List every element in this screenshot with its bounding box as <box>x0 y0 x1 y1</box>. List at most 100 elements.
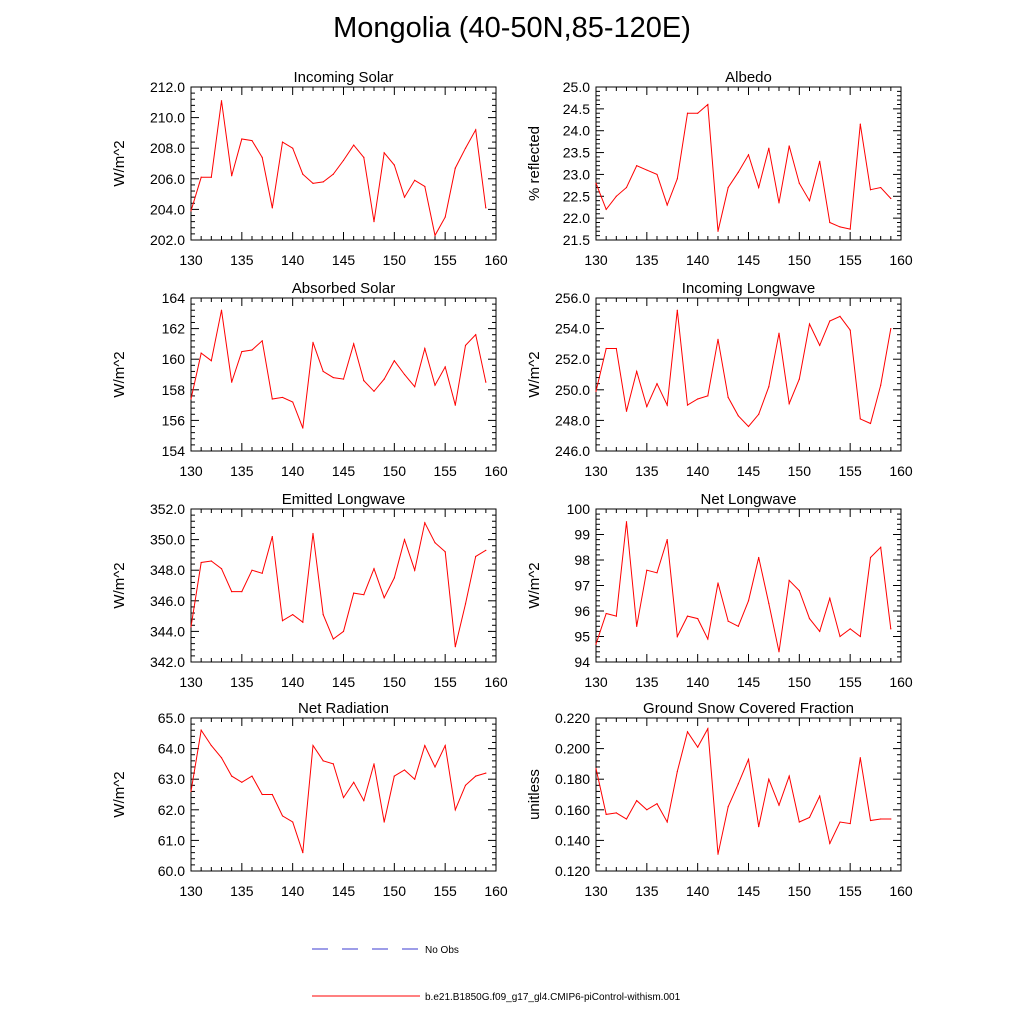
y-tick-label: 0.220 <box>555 710 590 726</box>
x-tick-label: 135 <box>230 883 254 899</box>
data-point <box>241 350 243 353</box>
data-point <box>475 334 477 336</box>
data-point <box>768 602 770 604</box>
data-point <box>707 728 709 730</box>
data-point <box>292 401 294 403</box>
y-tick-label: 63.0 <box>158 771 185 787</box>
data-point <box>697 618 699 620</box>
data-point <box>849 822 851 825</box>
y-tick-label: 0.180 <box>555 771 590 787</box>
x-tick-label: 135 <box>230 463 254 479</box>
data-point <box>798 182 800 184</box>
data-point <box>190 626 192 628</box>
data-point <box>342 378 345 380</box>
data-point <box>869 819 872 822</box>
data-point <box>615 347 617 350</box>
data-point <box>281 815 284 817</box>
figure-title: Mongolia (40-50N,85-120E) <box>333 12 691 44</box>
data-point <box>414 386 416 388</box>
data-point <box>880 186 882 189</box>
data-point <box>778 202 780 204</box>
data-point <box>363 800 365 802</box>
x-tick-label: 150 <box>383 463 407 479</box>
data-point <box>271 207 273 209</box>
y-tick-label: 344.0 <box>150 623 185 639</box>
x-tick-label: 150 <box>383 674 407 690</box>
x-tick-label: 130 <box>584 463 608 479</box>
data-point <box>383 597 385 599</box>
data-point <box>758 413 760 415</box>
x-tick-label: 145 <box>737 883 761 899</box>
y-tick-label: 0.200 <box>555 741 590 757</box>
data-point <box>615 812 617 814</box>
x-tick-label: 155 <box>433 463 457 479</box>
data-point <box>363 380 365 382</box>
y-tick-label: 352.0 <box>150 501 185 517</box>
data-point <box>393 577 395 579</box>
data-point <box>251 775 253 777</box>
x-tick-label: 160 <box>484 252 508 268</box>
data-point <box>615 615 617 617</box>
panel-3: Absorbed Solar 130 135 140 145 150 155 160 154 15… <box>111 280 508 479</box>
y-tick-label: 208.0 <box>150 140 185 156</box>
y-axis-label: W/m^2 <box>111 140 128 186</box>
legend-label-2: b.e21.B1850G.f09_g17_gl4.CMIP6-piControl… <box>425 992 681 1003</box>
data-point <box>788 775 790 777</box>
x-tick-label: 145 <box>737 252 761 268</box>
data-point <box>727 396 729 399</box>
data-point <box>363 594 365 596</box>
data-point <box>758 556 760 559</box>
y-tick-label: 156 <box>162 412 186 428</box>
data-point <box>444 366 446 368</box>
data-point <box>403 539 406 541</box>
series-line <box>595 521 892 652</box>
data-point <box>768 147 770 149</box>
data-point <box>808 618 811 620</box>
y-axis-label: W/m^2 <box>526 351 543 397</box>
data-point <box>434 384 436 386</box>
panel-title: Ground Snow Covered Fraction <box>643 700 854 717</box>
data-point <box>808 323 811 325</box>
y-tick-label: 246.0 <box>555 443 590 459</box>
y-tick-label: 100 <box>567 501 591 517</box>
data-point <box>605 813 607 815</box>
data-point <box>808 200 811 202</box>
x-tick-label: 155 <box>433 883 457 899</box>
y-tick-label: 98 <box>574 552 590 568</box>
x-tick-label: 145 <box>332 463 356 479</box>
data-point <box>646 809 648 811</box>
data-point <box>697 746 699 748</box>
x-tick-label: 160 <box>484 883 508 899</box>
data-point <box>788 579 790 582</box>
data-point <box>464 344 467 347</box>
panel-title: Emitted Longwave <box>282 491 405 508</box>
x-tick-label: 150 <box>788 883 812 899</box>
x-tick-label: 160 <box>484 463 508 479</box>
y-tick-label: 162 <box>162 321 186 337</box>
x-tick-label: 155 <box>838 252 862 268</box>
data-point <box>332 173 334 175</box>
data-point <box>200 561 202 564</box>
x-tick-label: 160 <box>889 674 913 690</box>
data-point <box>656 173 658 176</box>
data-point <box>666 821 668 823</box>
panel-title: Net Radiation <box>298 700 389 717</box>
data-point <box>241 138 243 140</box>
y-axis-label: unitless <box>526 769 543 820</box>
y-tick-label: 60.0 <box>158 863 185 879</box>
x-tick-label: 150 <box>788 674 812 690</box>
data-point <box>353 343 355 345</box>
data-point <box>717 230 719 232</box>
data-point <box>464 603 467 605</box>
x-tick-label: 135 <box>635 463 659 479</box>
data-point <box>434 542 436 544</box>
data-point <box>625 186 628 189</box>
series-line <box>190 310 487 429</box>
data-point <box>342 630 345 633</box>
data-point <box>312 744 314 747</box>
x-tick-label: 140 <box>281 883 305 899</box>
data-point <box>625 521 628 523</box>
panel-2: Albedo 130 135 140 145 150 155 160 21.5 22.0 22.5 2… <box>526 69 913 268</box>
plot-frame <box>190 297 497 452</box>
data-point <box>880 546 882 548</box>
